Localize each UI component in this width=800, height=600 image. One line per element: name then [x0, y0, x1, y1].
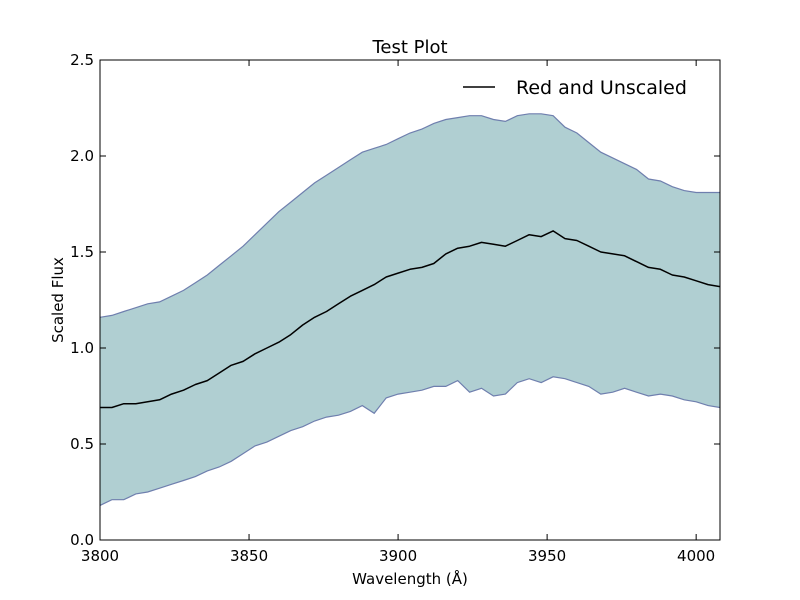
y-tick-label: 0.5 [70, 435, 94, 453]
y-tick-label: 1.5 [70, 243, 94, 261]
band-upper-edge [100, 113, 720, 318]
band-fill [100, 113, 720, 506]
axis-ticks: 3800 3850 3900 3950 4000 0.0 0.5 1.0 1.5 2.0 2.5 [70, 51, 720, 565]
legend: Red and Unscaled [463, 77, 687, 99]
legend-entry-0: Red and Unscaled [516, 77, 687, 99]
y-tick-label: 2.0 [70, 147, 94, 165]
x-tick-label: 3900 [379, 547, 417, 565]
y-tick-label: 0.0 [70, 531, 94, 549]
band-lower-edge [100, 376, 720, 506]
x-tick-label: 3850 [230, 547, 268, 565]
plot-area [100, 113, 720, 506]
x-tick-label: 3800 [81, 547, 119, 565]
x-tick-label: 4000 [677, 547, 715, 565]
x-tick-label: 3950 [528, 547, 566, 565]
y-axis-label: Scaled Flux [49, 257, 67, 343]
y-tick-label: 1.0 [70, 339, 94, 357]
x-axis-label: Wavelength (Å) [352, 569, 468, 588]
y-tick-label: 2.5 [70, 51, 94, 69]
chart-title: Test Plot [371, 37, 447, 58]
plot-frame [99, 59, 721, 541]
series-line-0 [100, 230, 720, 409]
